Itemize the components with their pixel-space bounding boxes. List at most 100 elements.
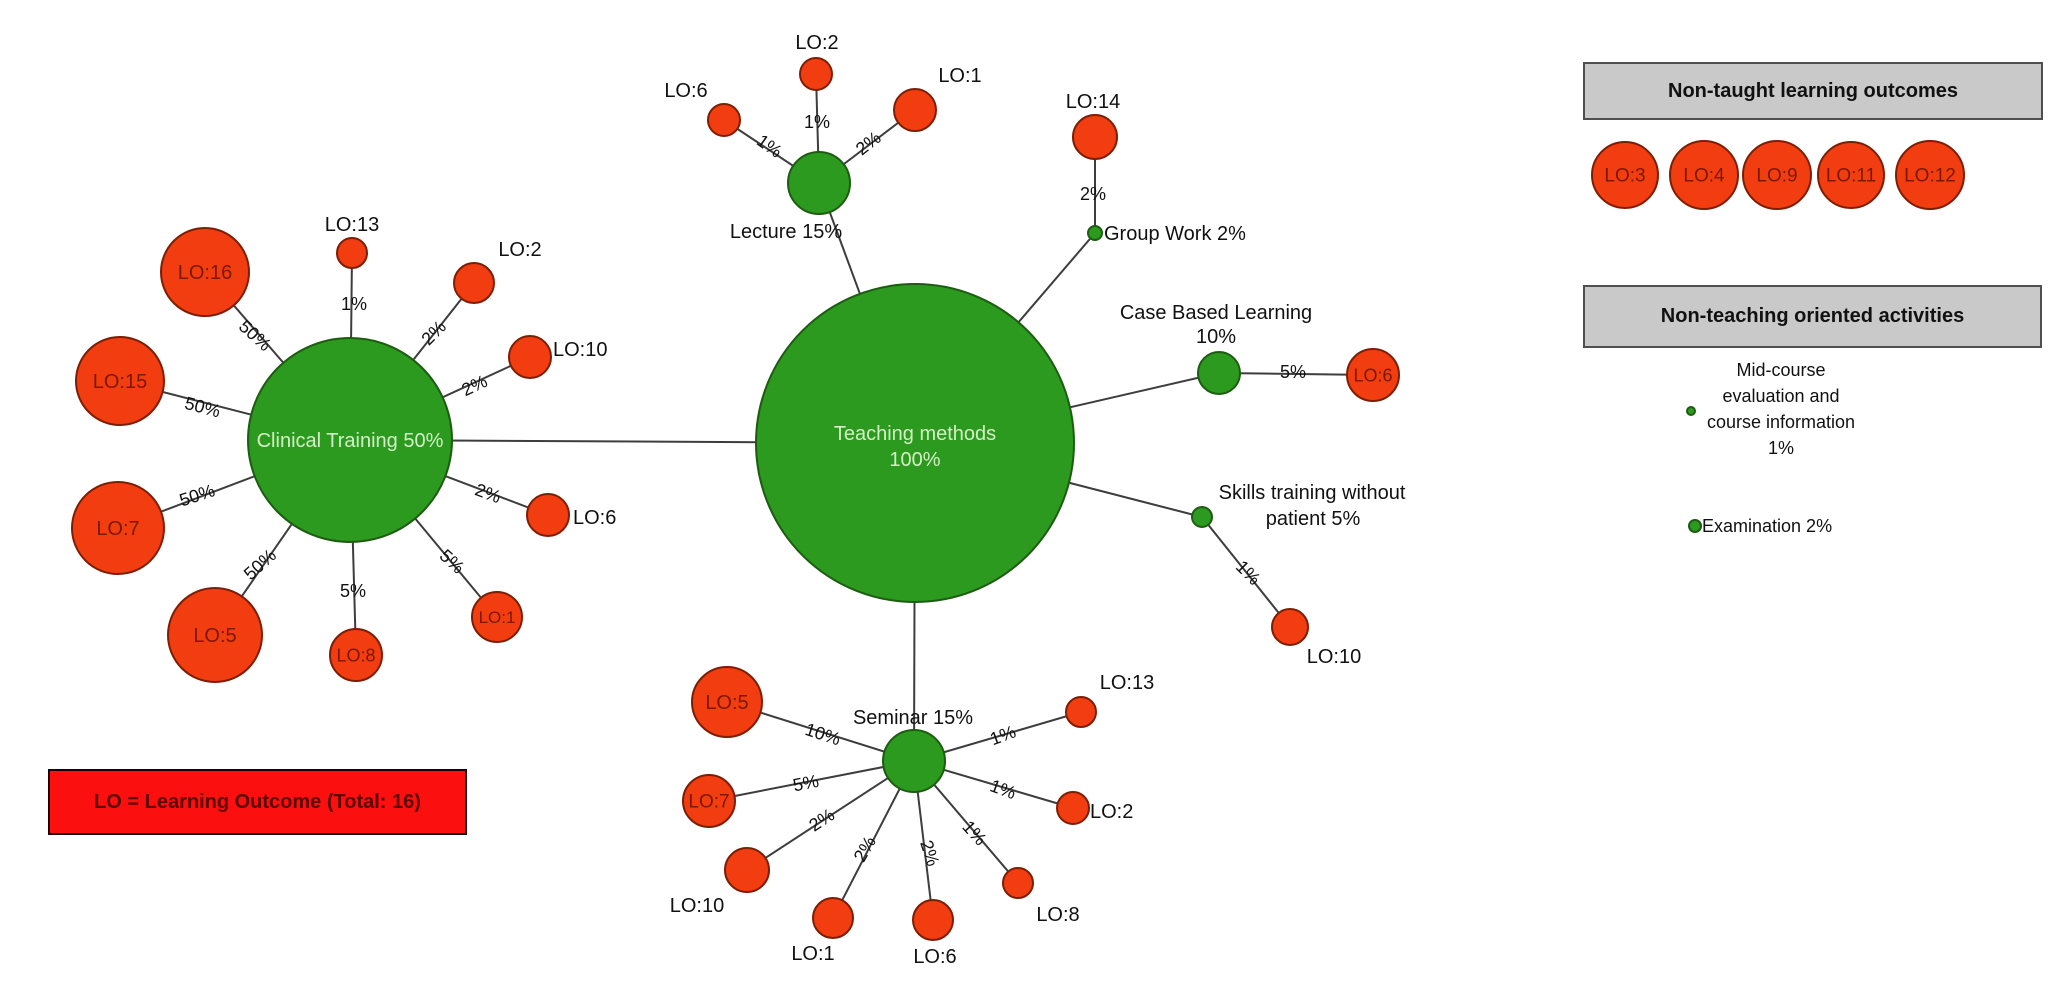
seminar-lo10-label: LO:10: [670, 895, 724, 917]
mid-course-line-4: 1%: [1767, 438, 1794, 458]
clinical-lo13: [336, 237, 368, 269]
mid-course-line-2: evaluation and: [1722, 386, 1840, 406]
clinical-lo13-label: LO:13: [325, 214, 379, 236]
edge-percent-label: 2%: [805, 804, 838, 835]
hub-inside-label: Clinical Training 50%: [257, 430, 444, 452]
edge-percent-label: 1%: [987, 776, 1018, 804]
lecture-lo1: [893, 88, 937, 132]
legend-lo9: [1742, 140, 1812, 210]
edge-percent-label: 10%: [803, 719, 843, 749]
clinical-lo10: [508, 335, 552, 379]
lecture-circle: [787, 151, 851, 215]
lo-note-box: LO = Learning Outcome (Total: 16): [48, 769, 467, 835]
group-work-dot: [1087, 225, 1103, 241]
seminar-circle: [882, 729, 946, 793]
clinical-lo6: [526, 493, 570, 537]
lecture-lo6: [707, 103, 741, 137]
mid-course-line-1: Mid-course: [1736, 360, 1826, 380]
groupwork-lo14-label: LO:14: [1066, 91, 1120, 113]
clinical-lo7: [71, 481, 165, 575]
seminar-lo13-label: LO:13: [1100, 672, 1154, 694]
seminar-lo1: [812, 897, 854, 939]
lo-note-label: LO = Learning Outcome (Total: 16): [94, 790, 421, 813]
skills-training-dot: [1191, 506, 1213, 528]
seminar-lo2: [1056, 791, 1090, 825]
clinical-lo5: [167, 587, 263, 683]
seminar-lo10: [724, 847, 770, 893]
legend-lo4-label: LO:4: [1683, 166, 1725, 187]
legend-non-taught-header: Non-taught learning outcomes: [1583, 62, 2043, 120]
seminar-lo8: [1002, 867, 1034, 899]
edge-percent-label: 2%: [1080, 184, 1106, 204]
hub-inside-label: Teaching methods: [834, 423, 996, 445]
clinical-training-circle: [247, 337, 453, 543]
clinical-lo15-label: LO:15: [93, 371, 147, 393]
lecture-lo1-label: LO:1: [938, 65, 981, 87]
lecture-lo2: [799, 57, 833, 91]
skills-lo10: [1271, 608, 1309, 646]
clinical-lo2-label: LO:2: [498, 239, 541, 261]
clinical-lo15: [75, 336, 165, 426]
lecture-lo6-label: LO:6: [664, 80, 707, 102]
legend-non-teaching-title: Non-teaching oriented activities: [1660, 305, 1965, 327]
clinical-lo8: [329, 628, 383, 682]
clinical-lo7-label: LO:7: [96, 518, 139, 540]
activity-label: Seminar 15%: [853, 707, 973, 729]
mid-course-dot: [1686, 406, 1696, 416]
clinical-lo16-label: LO:16: [178, 262, 232, 284]
legend-lo12-label: LO:12: [1904, 166, 1956, 187]
edge-percent-label: 2%: [458, 371, 490, 400]
seminar-lo7: [682, 774, 736, 828]
legend-lo11-label: LO:11: [1826, 166, 1876, 187]
legend-lo4: [1669, 140, 1739, 210]
activity-label: Skills training without: [1219, 482, 1406, 504]
hub-inside-label: 100%: [889, 449, 940, 471]
activity-label: Group Work 2%: [1104, 223, 1246, 245]
seminar-lo7-label: LO:7: [688, 792, 729, 813]
activity-label: Lecture 15%: [730, 221, 843, 243]
examination-annotation: Examination 2%: [1702, 514, 1832, 538]
seminar-lo1-label: LO:1: [791, 943, 834, 965]
edge-percent-label: 2%: [916, 838, 943, 869]
case-based-learning-circle: [1197, 351, 1241, 395]
seminar-lo6-label: LO:6: [913, 946, 956, 968]
seminar-lo8-label: LO:8: [1036, 904, 1079, 926]
edge-percent-label: 50%: [235, 316, 275, 355]
clinical-lo16: [160, 227, 250, 317]
clinical-lo2: [453, 262, 495, 304]
seminar-lo5: [691, 666, 763, 738]
activity-label: 10%: [1196, 326, 1236, 348]
groupwork-lo14: [1072, 114, 1118, 160]
seminar-lo6: [912, 899, 954, 941]
legend-lo12: [1895, 140, 1965, 210]
clinical-lo10-label: LO:10: [553, 339, 607, 361]
seminar-lo13: [1065, 696, 1097, 728]
edge-percent-label: 2%: [472, 480, 503, 508]
mid-course-line-3: course information: [1706, 412, 1856, 432]
clinical-lo6-label: LO:6: [573, 507, 616, 529]
cbl-lo6: [1346, 348, 1400, 402]
seminar-lo5-label: LO:5: [705, 692, 748, 714]
teaching-methods-circle: [755, 283, 1075, 603]
legend-lo9-label: LO:9: [1756, 166, 1797, 187]
edge-percent-label: 1%: [987, 722, 1018, 750]
legend-lo3: [1591, 141, 1659, 209]
examination-dot: [1688, 519, 1702, 533]
edge-percent-label: 1%: [341, 294, 367, 314]
edge-percent-label: 50%: [183, 393, 223, 422]
clinical-lo1: [471, 591, 523, 643]
activity-label: Case Based Learning: [1120, 302, 1312, 324]
legend-lo3-label: LO:3: [1604, 166, 1645, 187]
cbl-lo6-label: LO:6: [1353, 365, 1392, 385]
lecture-lo2-label: LO:2: [795, 32, 838, 54]
activity-label: patient 5%: [1266, 508, 1361, 530]
clinical-lo5-label: LO:5: [193, 625, 236, 647]
legend-lo11: [1817, 141, 1885, 209]
edge-line: [1201, 516, 1291, 628]
edge-percent-label: 2%: [417, 316, 450, 349]
edge-percent-label: 5%: [791, 771, 820, 796]
skills-lo10-label: LO:10: [1307, 646, 1361, 668]
examination-label: Examination 2%: [1702, 516, 1833, 536]
